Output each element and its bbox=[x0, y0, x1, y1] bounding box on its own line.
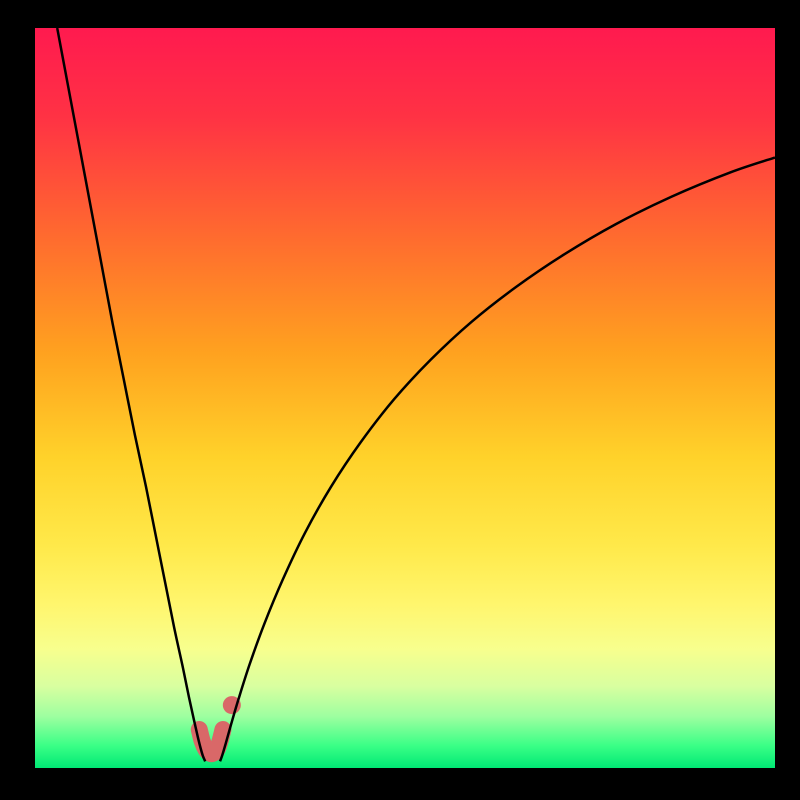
chart-background bbox=[35, 28, 775, 768]
bottleneck-chart bbox=[0, 0, 800, 800]
chart-container: TheBottleneck.com bbox=[0, 0, 800, 800]
